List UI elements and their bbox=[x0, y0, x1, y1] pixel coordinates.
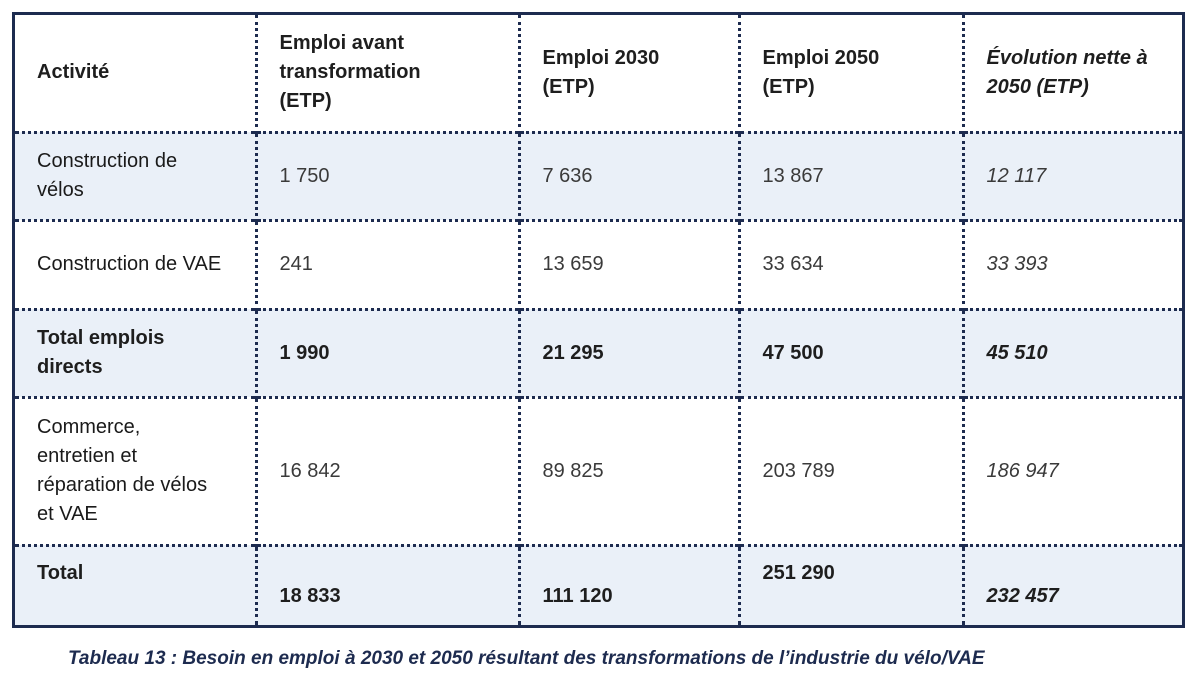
row-evolution: 186 947 bbox=[961, 395, 1182, 545]
row-emploi-2030: 13 659 bbox=[517, 218, 739, 309]
table-row: Commerce, entretien et réparation de vél… bbox=[15, 395, 1182, 545]
employment-table: Activité Emploi avant transformation (ET… bbox=[15, 15, 1182, 625]
header-emploi-2030: Emploi 2030 (ETP) bbox=[517, 15, 739, 132]
row-activite: Construction de VAE bbox=[15, 218, 256, 309]
row-activite: Construction de vélos bbox=[15, 130, 256, 220]
table-row-subtotal: Total emplois directs 1 990 21 295 47 50… bbox=[15, 307, 1182, 397]
header-row: Activité Emploi avant transformation (ET… bbox=[15, 15, 1182, 132]
row-emploi-2050: 47 500 bbox=[737, 307, 963, 397]
row-emploi-2030: 7 636 bbox=[517, 130, 739, 220]
row-emploi-2030: 111 120 bbox=[517, 543, 739, 625]
row-emploi-avant: 241 bbox=[254, 218, 519, 309]
table-row-total: Total 18 833 111 120 251 290 232 457 bbox=[15, 543, 1182, 625]
row-emploi-2050: 33 634 bbox=[737, 218, 963, 309]
row-evolution: 45 510 bbox=[961, 307, 1182, 397]
row-emploi-avant: 1 750 bbox=[254, 130, 519, 220]
row-emploi-2050: 203 789 bbox=[737, 395, 963, 545]
row-emploi-avant: 18 833 bbox=[254, 543, 519, 625]
header-activite: Activité bbox=[37, 61, 110, 84]
table-row: Construction de vélos 1 750 7 636 13 867… bbox=[15, 130, 1182, 220]
header-emploi-avant: Emploi avant transformation (ETP) bbox=[254, 15, 519, 132]
row-evolution: 232 457 bbox=[961, 543, 1182, 625]
table-row: Construction de VAE 241 13 659 33 634 33… bbox=[15, 218, 1182, 309]
employment-table-frame: Activité Emploi avant transformation (ET… bbox=[12, 12, 1185, 628]
row-emploi-2050: 13 867 bbox=[737, 130, 963, 220]
row-activite: Total emplois directs bbox=[15, 307, 256, 397]
row-evolution: 33 393 bbox=[961, 218, 1182, 309]
header-evolution: Évolution nette à 2050 (ETP) bbox=[961, 15, 1182, 132]
row-emploi-2030: 89 825 bbox=[517, 395, 739, 545]
row-evolution: 12 117 bbox=[961, 130, 1182, 220]
row-activite: Total bbox=[15, 543, 256, 625]
row-activite: Commerce, entretien et réparation de vél… bbox=[15, 395, 256, 545]
row-emploi-2030: 21 295 bbox=[517, 307, 739, 397]
row-emploi-2050: 251 290 bbox=[737, 543, 963, 625]
table-caption: Tableau 13 : Besoin en emploi à 2030 et … bbox=[68, 648, 985, 669]
row-emploi-avant: 1 990 bbox=[254, 307, 519, 397]
row-emploi-avant: 16 842 bbox=[254, 395, 519, 545]
header-emploi-2050: Emploi 2050 (ETP) bbox=[737, 15, 963, 132]
